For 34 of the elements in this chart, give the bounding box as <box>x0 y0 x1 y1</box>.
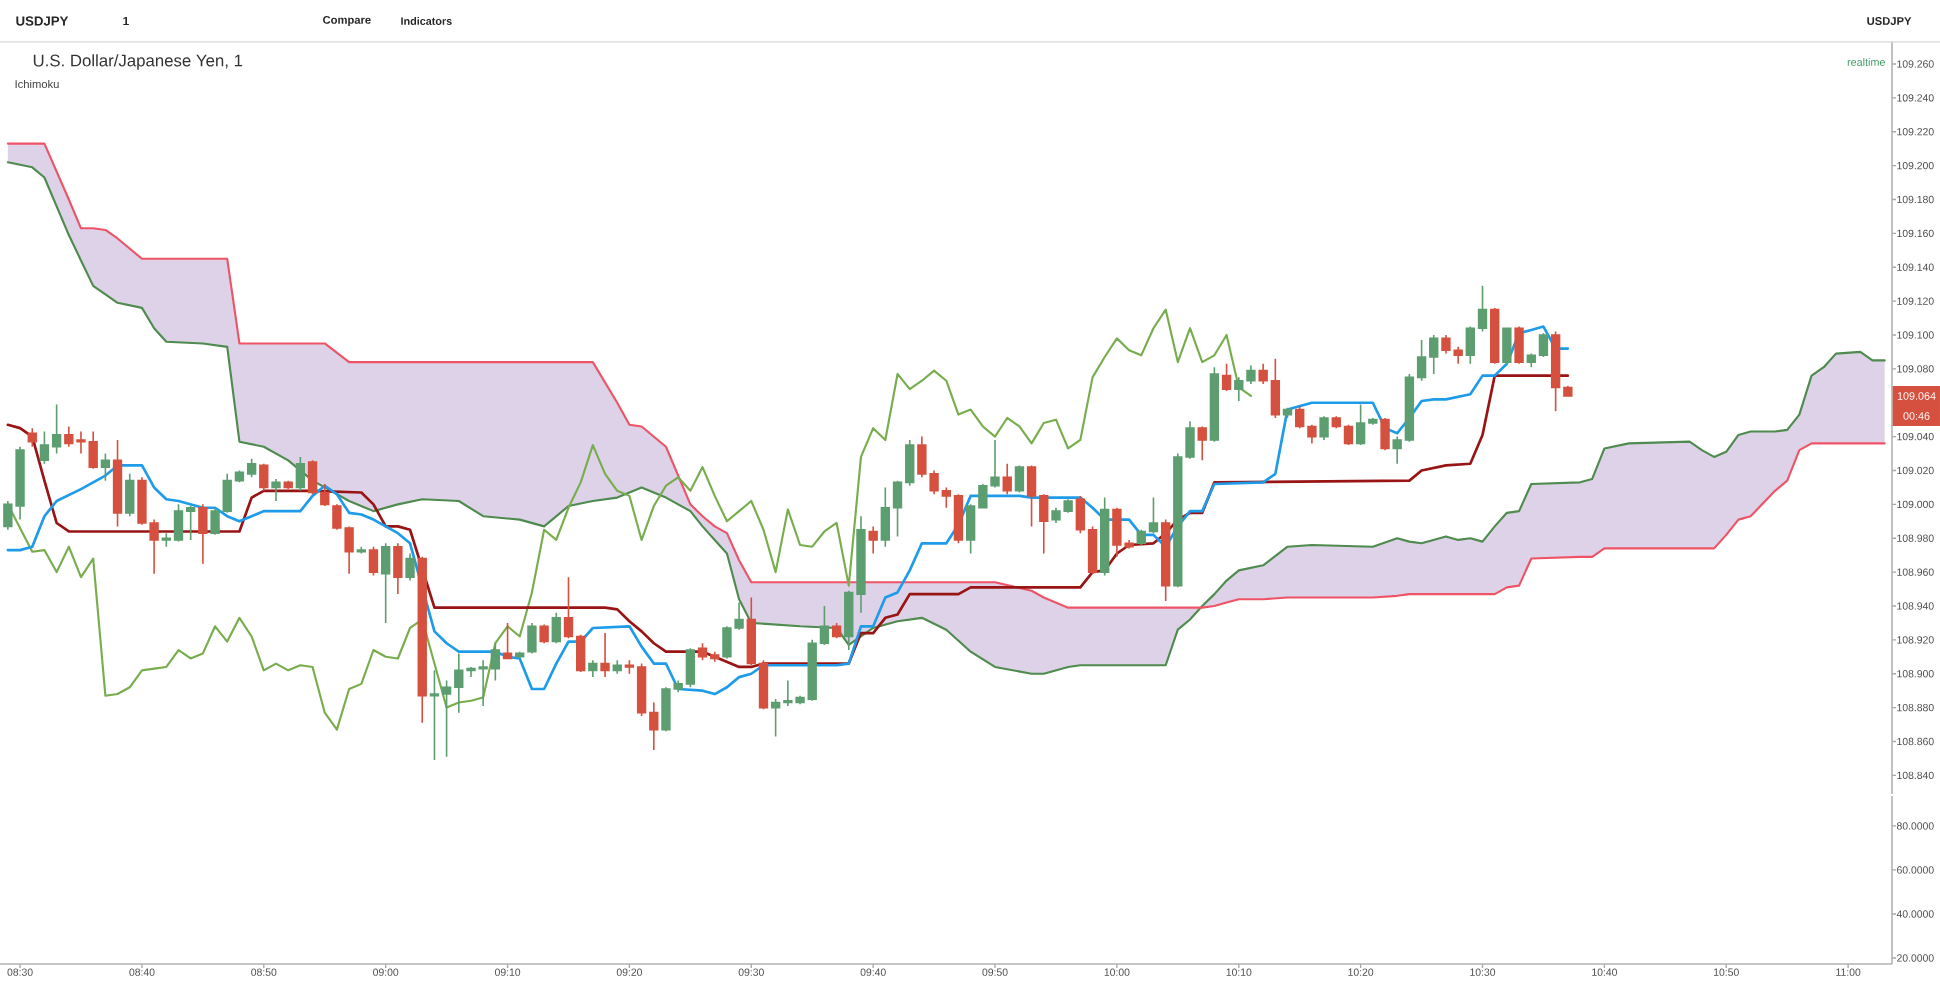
candlestick <box>125 473 135 518</box>
candlestick <box>393 542 403 595</box>
candlestick <box>356 545 367 555</box>
candlestick <box>417 556 427 724</box>
candlestick <box>600 632 610 678</box>
candlestick <box>112 439 123 528</box>
line-series <box>6 374 1570 669</box>
candlestick <box>868 525 878 555</box>
candlestick <box>1014 464 1025 494</box>
candlestick <box>1514 325 1524 365</box>
candlestick <box>612 659 622 675</box>
candlestick <box>368 545 379 577</box>
candlestick <box>295 456 306 492</box>
candlestick <box>551 611 561 645</box>
candlestick <box>1002 462 1012 495</box>
candlestick <box>1319 415 1329 441</box>
candlestick <box>527 622 537 655</box>
candlestick <box>1197 425 1207 462</box>
candlestick <box>259 462 269 492</box>
candlestick <box>539 623 549 645</box>
candlestick <box>1209 366 1220 443</box>
candlestick <box>405 552 415 582</box>
candlestick <box>1221 362 1232 392</box>
candlestick <box>1160 518 1171 602</box>
candlestick <box>1490 307 1500 365</box>
candlestick <box>1502 327 1512 365</box>
text: U.S. Dollar/Japanese Yen, 1 <box>33 54 243 70</box>
candlestick <box>198 503 208 565</box>
candlestick <box>27 427 37 448</box>
candlestick <box>588 659 598 678</box>
candlestick <box>1100 496 1110 577</box>
candlestick <box>1380 417 1390 451</box>
candlestick <box>515 650 525 660</box>
candlestick <box>271 478 281 502</box>
